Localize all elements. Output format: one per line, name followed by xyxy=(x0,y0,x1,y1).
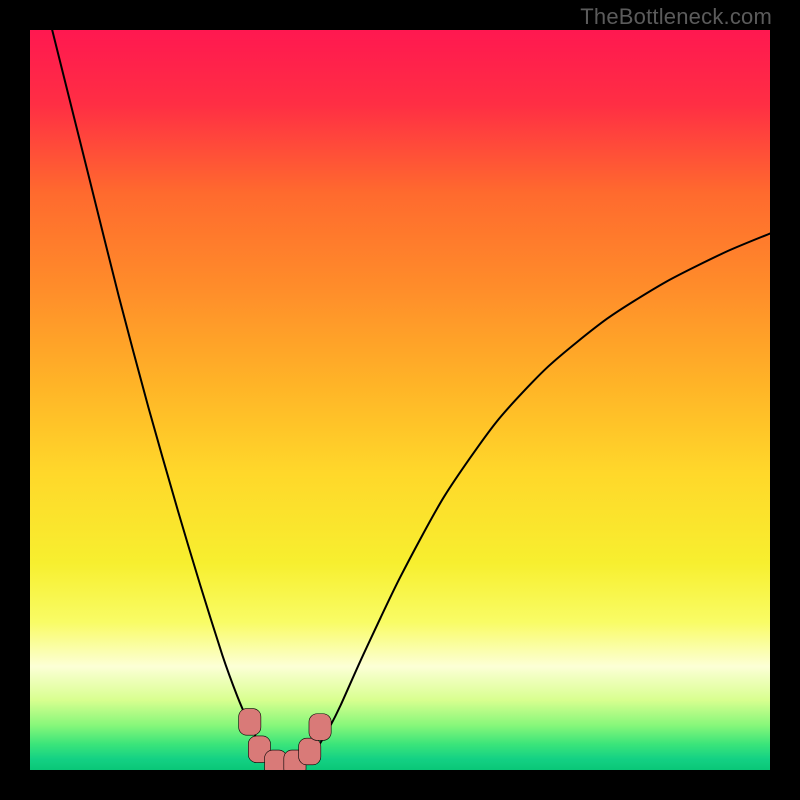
watermark-text: TheBottleneck.com xyxy=(580,4,772,30)
chart-frame: TheBottleneck.com xyxy=(0,0,800,800)
plot-area xyxy=(30,30,770,770)
background-gradient xyxy=(30,30,770,770)
